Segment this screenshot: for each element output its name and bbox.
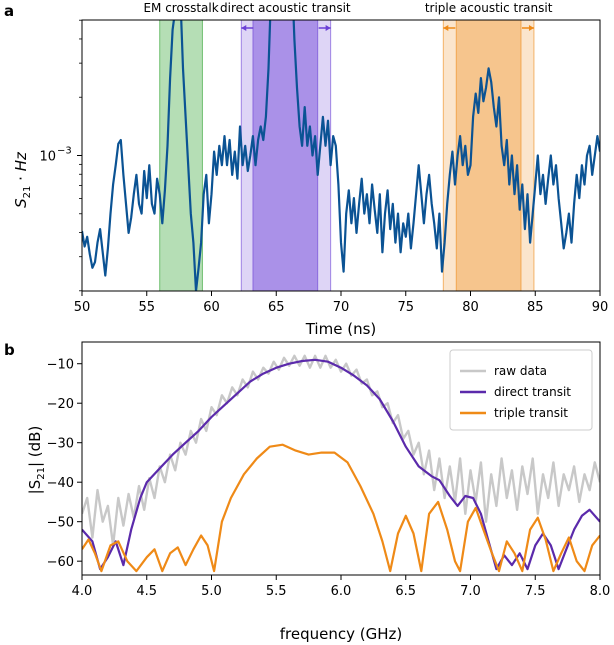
panel-a-label: a xyxy=(4,2,14,20)
panel-b-series-triple-transit xyxy=(82,443,600,573)
panel-a-x-tick-label: 75 xyxy=(397,300,414,315)
panel-b-series-direct-transit xyxy=(82,358,600,571)
region-direct-transit-inner xyxy=(252,19,319,292)
panel-a-x-tick-label: 90 xyxy=(592,300,609,315)
region-label-em-crosstalk: EM crosstalk xyxy=(143,1,218,15)
panel-b-x-tick-label: 4.0 xyxy=(72,584,93,599)
panel-b-y-tick-label: −60 xyxy=(47,555,74,570)
panel-b-x-tick-label: 5.5 xyxy=(266,584,287,599)
panel-a-x-tick-label: 65 xyxy=(268,300,285,315)
panel-a-y-tick-exponent: −3 xyxy=(57,146,72,157)
panel-b-x-tick-label: 6.5 xyxy=(395,584,416,599)
panel-b-y-tick-label: −20 xyxy=(47,397,74,412)
panel-b-y-tick-label: −50 xyxy=(47,516,74,531)
panel-b-plot-lines xyxy=(82,354,600,573)
panel-b-y-axis-title: |S21| (dB) xyxy=(26,426,47,495)
region-label-direct-transit-inner: direct acoustic transit xyxy=(220,1,351,15)
panel-b-x-axis-title: frequency (GHz) xyxy=(280,625,402,643)
panel-b-y-tick-label: −10 xyxy=(47,358,74,373)
panel-b-y-tick-label: −40 xyxy=(47,476,74,491)
panel-a-series-line xyxy=(82,20,600,291)
panel-b-y-tick-label: −30 xyxy=(47,437,74,452)
panel-b-x-ticks: 4.0 4.5 5.0 5.5 6.0 6.5 7.0 7.5 8.0 xyxy=(72,575,611,599)
panel-a-x-tick-label: 85 xyxy=(527,300,544,315)
panel-a-x-tick-label: 50 xyxy=(74,300,91,315)
panel-b-x-tick-label: 7.0 xyxy=(460,584,481,599)
panel-a-plot-lines xyxy=(82,20,600,291)
panel-b-x-tick-label: 6.0 xyxy=(331,584,352,599)
legend-label-triple-transit: triple transit xyxy=(494,406,568,420)
panel-a-regions xyxy=(159,19,535,292)
panel-b-x-tick-label: 8.0 xyxy=(590,584,611,599)
panel-a-x-tick-label: 70 xyxy=(333,300,350,315)
panel-a-x-tick-label: 60 xyxy=(203,300,220,315)
panel-a-x-axis-title: Time (ns) xyxy=(305,320,377,338)
panel-a-x-tick-label: 55 xyxy=(138,300,155,315)
panel-a-y-tick-label: 10 xyxy=(39,150,56,165)
panel-a-x-tick-label: 80 xyxy=(462,300,479,315)
panel-b-label: b xyxy=(4,341,15,359)
panel-a-x-ticks: 50 55 60 65 70 75 80 85 90 xyxy=(74,291,609,315)
legend-label-direct-transit: direct transit xyxy=(494,385,571,399)
panel-b-x-tick-label: 7.5 xyxy=(525,584,546,599)
panel-a-y-axis-title: S21 · Hz xyxy=(12,151,33,208)
panel-b-x-tick-label: 4.5 xyxy=(136,584,157,599)
region-arrowhead-direct-transit-outer-0 xyxy=(241,25,247,31)
panel-b-legend: raw data direct transit triple transit xyxy=(449,349,593,431)
panel-b-series-raw-data xyxy=(82,354,600,547)
region-arrowhead-triple-transit-outer-1 xyxy=(528,25,534,31)
region-arrowhead-direct-transit-outer-1 xyxy=(325,25,331,31)
region-label-triple-transit-inner: triple acoustic transit xyxy=(425,1,553,15)
panel-b-y-ticks: −10 −20 −30 −40 −50 −60 xyxy=(47,358,82,570)
panel-a-region-labels: EM crosstalk direct acoustic transit tripl… xyxy=(143,1,552,15)
panel-b-x-tick-label: 5.0 xyxy=(201,584,222,599)
region-arrowhead-triple-transit-outer-0 xyxy=(443,25,449,31)
legend-label-raw-data: raw data xyxy=(494,364,547,378)
panel-a-y-ticks: 10−210−3 xyxy=(39,19,82,292)
